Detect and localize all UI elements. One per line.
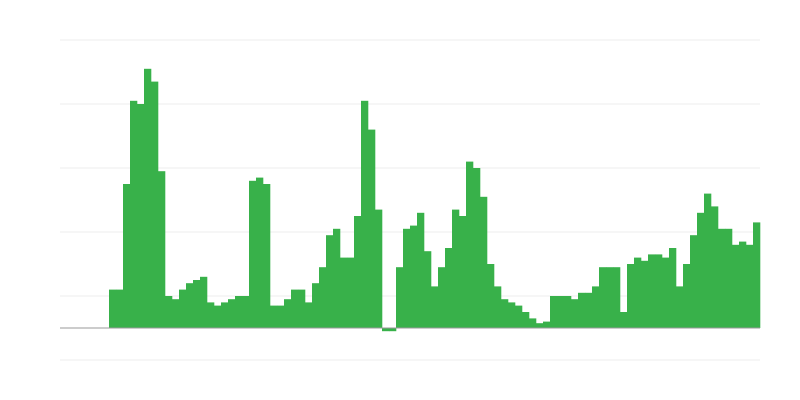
- bar: [165, 296, 173, 328]
- bar: [291, 289, 299, 328]
- bar: [417, 212, 425, 328]
- bar: [606, 267, 614, 328]
- bar: [613, 267, 621, 328]
- bar: [480, 196, 488, 328]
- bar: [459, 216, 467, 328]
- bar: [389, 328, 397, 332]
- bar: [543, 321, 551, 328]
- bar: [312, 283, 320, 328]
- bar: [298, 289, 306, 328]
- bar: [452, 209, 460, 328]
- bar: [193, 280, 201, 328]
- bar: [592, 286, 600, 328]
- bar: [221, 302, 229, 328]
- bar: [557, 296, 565, 328]
- bar: [186, 283, 194, 328]
- bar: [599, 267, 607, 328]
- bar: [235, 296, 243, 328]
- bar: [340, 257, 348, 328]
- bar: [641, 260, 649, 328]
- bar: [515, 305, 523, 328]
- bar: [711, 206, 719, 328]
- bar: [263, 184, 271, 328]
- bar: [676, 286, 684, 328]
- bar: [200, 276, 208, 328]
- bar: [571, 299, 579, 328]
- bar: [690, 235, 698, 328]
- bar: [746, 244, 754, 328]
- bar: [578, 292, 586, 328]
- bar: [501, 299, 509, 328]
- bar: [529, 318, 537, 328]
- bar: [179, 289, 187, 328]
- bar: [214, 305, 222, 328]
- bar: [508, 302, 516, 328]
- bar: [445, 248, 453, 328]
- bar: [627, 264, 635, 328]
- bar: [158, 171, 166, 328]
- bar: [648, 254, 656, 328]
- bar: [172, 299, 180, 328]
- bar: [438, 267, 446, 328]
- bar: [326, 235, 334, 328]
- bar: [655, 254, 663, 328]
- bar: [347, 257, 355, 328]
- bar: [697, 212, 705, 328]
- bar: [494, 286, 502, 328]
- bar: [333, 228, 341, 328]
- bar: [487, 264, 495, 328]
- bar: [466, 161, 474, 328]
- bar: [725, 228, 733, 328]
- bar: [361, 100, 369, 328]
- bar: [410, 225, 418, 328]
- bar: [270, 305, 278, 328]
- bar: [739, 241, 747, 328]
- bar: [550, 296, 558, 328]
- bar: [354, 216, 362, 328]
- bar: [662, 257, 670, 328]
- bar: [144, 68, 152, 329]
- bar: [564, 296, 572, 328]
- bar: [683, 264, 691, 328]
- bar: [207, 302, 215, 328]
- bar: [284, 299, 292, 328]
- bar: [634, 257, 642, 328]
- bar: [277, 305, 285, 328]
- bar: [228, 299, 236, 328]
- bar: [620, 312, 628, 328]
- bar: [396, 267, 404, 328]
- bar: [718, 228, 726, 328]
- bar: [732, 244, 740, 328]
- bar: [753, 222, 761, 328]
- bar: [109, 289, 117, 328]
- bar: [130, 100, 138, 328]
- bar: [585, 292, 593, 328]
- bar: [368, 129, 376, 328]
- bar: [242, 296, 250, 328]
- bar: [151, 81, 159, 328]
- bar: [522, 312, 530, 328]
- bar: [704, 193, 712, 328]
- bar: [116, 289, 124, 328]
- bar: [319, 267, 327, 328]
- bar: [431, 286, 439, 328]
- bar: [473, 168, 481, 328]
- bar: [424, 251, 432, 328]
- bar: [375, 209, 383, 328]
- bar: [249, 180, 257, 328]
- bar: [382, 328, 390, 332]
- bar: [137, 104, 145, 328]
- bar: [403, 228, 411, 328]
- bar: [669, 248, 677, 328]
- bar: [305, 302, 313, 328]
- bar: [256, 177, 264, 328]
- bar: [123, 184, 131, 328]
- bar: [536, 323, 544, 328]
